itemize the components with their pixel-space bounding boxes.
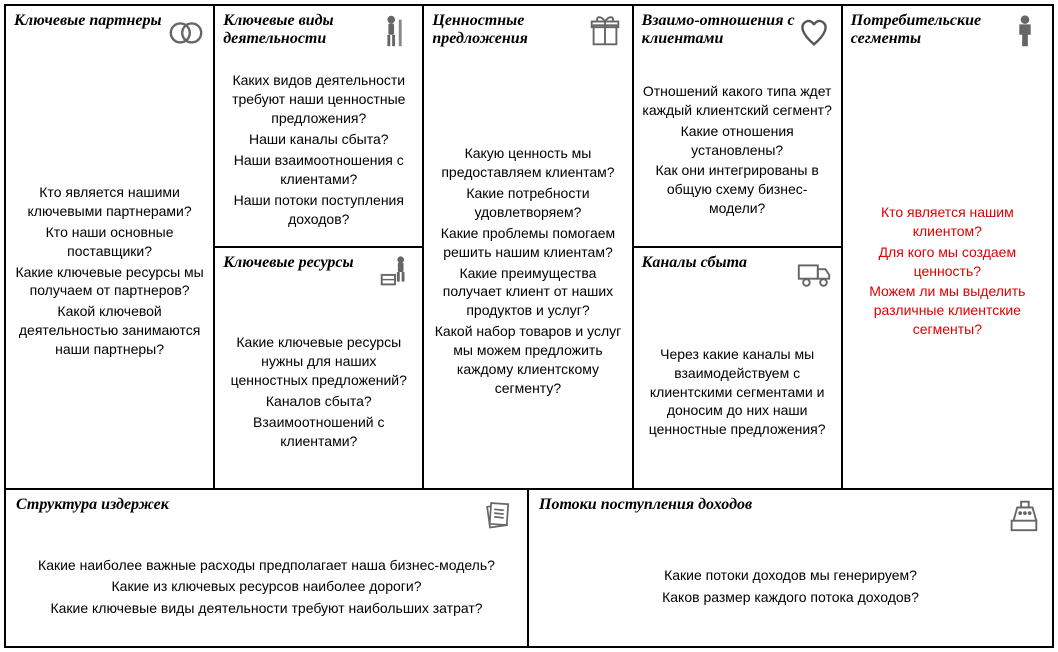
canvas-top-row: Ключевые партнеры Кто является нашими кл… [6,6,1052,488]
heart-icon [795,12,833,50]
question: Какие потоки доходов мы генерируем? [664,566,917,586]
cell-body: Какие потоки доходов мы генерируем? Како… [539,536,1042,638]
question: Наши каналы сбыта? [249,130,389,149]
cell-header: Ключевые виды деятельности [223,12,414,56]
papers-icon [479,496,517,534]
question: Какие ключевые виды деятельности требуют… [50,599,482,619]
question: Какой ключевой деятельностью занимаются … [14,302,205,359]
question: Какие отношения установлены? [642,122,833,160]
col-value: Ценностные предложения Какую ценность мы… [424,6,633,488]
person-box-icon [376,254,414,292]
cell-activities: Ключевые виды деятельности Каких видов д… [215,6,422,248]
question: Каналов сбыта? [266,392,372,411]
truck-icon [795,254,833,292]
cell-partners: Ключевые партнеры Кто является нашими кл… [6,6,213,488]
cell-body: Какую ценность мы предоставляем клиентам… [432,62,623,480]
question: Наши потоки поступления доходов? [223,191,414,229]
question: Какой набор товаров и услуг мы можем пре… [432,322,623,398]
cell-relationships: Взаимо-отношения с клиентами Отношений к… [634,6,841,248]
business-model-canvas: Ключевые партнеры Кто является нашими кл… [4,4,1054,648]
cell-value: Ценностные предложения Какую ценность мы… [424,6,631,488]
question: Кто является нашими ключевыми партнерами… [14,183,205,221]
question: Какие наиболее важные расходы предполага… [38,556,495,576]
cell-revenue: Потоки поступления доходов Какие потоки … [529,490,1052,646]
cell-title: Потребительские сегменты [851,12,1006,49]
cell-header: Потоки поступления доходов [539,496,1042,536]
cell-header: Структура издержек [16,496,517,536]
cell-title: Каналы сбыта [642,254,747,272]
gift-icon [586,12,624,50]
cell-body: Через какие каналы мы взаимодействуем с … [642,304,833,480]
cell-title: Ключевые партнеры [14,12,162,30]
question: Какие преимущества получает клиент от на… [432,264,623,321]
cell-header: Потребительские сегменты [851,12,1044,56]
cell-header: Ключевые партнеры [14,12,205,56]
person-icon [1006,12,1044,50]
cash-register-icon [1004,496,1042,534]
question: Наши взаимоотношения с клиентами? [223,151,414,189]
cell-title: Ценностные предложения [432,12,585,49]
cell-title: Ключевые ресурсы [223,254,353,272]
question: Можем ли мы выделить различные клиентски… [851,282,1044,339]
cell-body: Отношений какого типа ждет каждый клиент… [642,62,833,238]
cell-header: Ценностные предложения [432,12,623,56]
rings-icon [167,12,205,50]
cell-title: Ключевые виды деятельности [223,12,376,49]
canvas-bottom-row: Структура издержек Какие наиболее важные… [6,488,1052,646]
cell-body: Кто является нашими ключевыми партнерами… [14,62,205,480]
question: Взаимоотношений с клиентами? [223,413,414,451]
question: Для кого мы создаем ценность? [851,243,1044,281]
col-partners: Ключевые партнеры Кто является нашими кл… [6,6,215,488]
question: Какие ключевые ресурсы нужны для наших ц… [223,333,414,390]
cell-body: Кто является нашим клиентом? Для кого мы… [851,62,1044,480]
question: Отношений какого типа ждет каждый клиент… [642,82,833,120]
question: Какие проблемы помогаем решить нашим кли… [432,224,623,262]
question: Какие ключевые ресурсы мы получаем от па… [14,263,205,301]
question: Кто наши основные поставщики? [14,223,205,261]
question: Через какие каналы мы взаимодействуем с … [642,345,833,439]
question: Каков размер каждого потока доходов? [662,588,919,608]
question: Кто является нашим клиентом? [851,203,1044,241]
question: Каких видов деятельности требуют наши це… [223,71,414,128]
col-segments: Потребительские сегменты Кто является на… [843,6,1052,488]
cell-body: Каких видов деятельности требуют наши це… [223,62,414,238]
cell-title: Структура издержек [16,496,169,514]
cell-resources: Ключевые ресурсы Какие ключевые ресурсы … [215,248,422,488]
cell-costs: Структура издержек Какие наиболее важные… [6,490,529,646]
cell-body: Какие ключевые ресурсы нужны для наших ц… [223,304,414,480]
cell-segments: Потребительские сегменты Кто является на… [843,6,1052,488]
worker-icon [376,12,414,50]
cell-channels: Каналы сбыта Через какие каналы мы взаим… [634,248,841,488]
cell-header: Ключевые ресурсы [223,254,414,298]
col-relationships-channels: Взаимо-отношения с клиентами Отношений к… [634,6,843,488]
cell-title: Потоки поступления доходов [539,496,752,514]
question: Как они интегрированы в общую схему бизн… [642,161,833,218]
question: Какие из ключевых ресурсов наиболее доро… [112,577,422,597]
question: Какую ценность мы предоставляем клиентам… [432,144,623,182]
cell-header: Взаимо-отношения с клиентами [642,12,833,56]
question: Какие потребности удовлетворяем? [432,184,623,222]
cell-header: Каналы сбыта [642,254,833,298]
cell-title: Взаимо-отношения с клиентами [642,12,795,49]
cell-body: Какие наиболее важные расходы предполага… [16,536,517,638]
col-activities-resources: Ключевые виды деятельности Каких видов д… [215,6,424,488]
